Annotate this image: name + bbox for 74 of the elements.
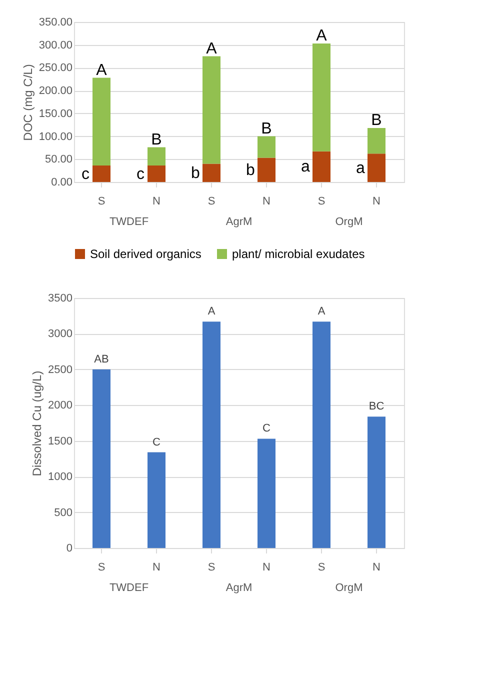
y-axis-title: DOC (mg C/L) bbox=[20, 64, 35, 141]
y-tick-label: 150.00 bbox=[38, 108, 72, 120]
data-label: A bbox=[206, 40, 218, 58]
bar bbox=[202, 56, 220, 164]
bar bbox=[148, 452, 166, 548]
text: OrgM bbox=[335, 582, 363, 594]
bar bbox=[258, 438, 276, 548]
y-tick-label: 1500 bbox=[48, 435, 72, 448]
data-label: C bbox=[152, 436, 161, 448]
x-tick-label: N bbox=[262, 562, 271, 574]
data-label: b bbox=[191, 164, 200, 182]
bar bbox=[368, 128, 386, 154]
data-label: c bbox=[82, 166, 90, 183]
y-tick-label: 100.00 bbox=[38, 130, 72, 143]
x-tick-label: S bbox=[98, 196, 106, 208]
x-tick-label: S bbox=[98, 562, 106, 574]
text: AgrM bbox=[226, 582, 252, 594]
bar bbox=[202, 322, 220, 548]
data-label: A bbox=[208, 306, 216, 318]
text: OrgM bbox=[335, 216, 363, 228]
data-label: A bbox=[316, 27, 328, 44]
y-tick-label: 0 bbox=[66, 542, 72, 554]
data-label: B bbox=[151, 131, 162, 148]
y-tick-label: 0.00 bbox=[51, 176, 72, 188]
data-label: b bbox=[246, 162, 256, 179]
data-label: A bbox=[318, 306, 326, 318]
bar bbox=[312, 322, 330, 548]
data-label: AB bbox=[94, 353, 109, 366]
y-tick-label: 350.00 bbox=[38, 16, 72, 28]
x-tick-label: S bbox=[208, 196, 216, 208]
data-label: A bbox=[96, 62, 108, 79]
bar bbox=[148, 166, 166, 182]
bar bbox=[312, 151, 330, 182]
y-tick-label: 500 bbox=[54, 506, 72, 519]
x-tick-label: N bbox=[152, 562, 161, 574]
bar bbox=[258, 158, 276, 182]
data-label: c bbox=[136, 166, 144, 183]
bar bbox=[92, 78, 110, 166]
x-tick-label: N bbox=[262, 196, 271, 208]
y-tick-label: 2500 bbox=[48, 364, 72, 376]
y-tick-label: 300.00 bbox=[38, 39, 72, 52]
data-label: B bbox=[261, 120, 272, 138]
data-label: a bbox=[301, 158, 310, 176]
data-label: B bbox=[371, 112, 382, 130]
bar bbox=[258, 136, 276, 158]
y-tick-label: 200.00 bbox=[38, 85, 72, 98]
y-tick-label: 50.00 bbox=[44, 154, 72, 166]
legend-label: Soil derived organics bbox=[90, 247, 202, 261]
x-tick-label: N bbox=[372, 196, 381, 208]
x-tick-label: S bbox=[318, 196, 326, 208]
data-label: a bbox=[356, 160, 366, 177]
bar bbox=[92, 166, 110, 182]
y-tick-label: 3500 bbox=[48, 292, 72, 304]
bar bbox=[312, 43, 330, 152]
text: AgrM bbox=[226, 216, 252, 228]
y-tick-label: 1000 bbox=[48, 471, 72, 484]
bar bbox=[92, 369, 110, 548]
x-tick-label: S bbox=[318, 562, 326, 574]
x-tick-label: N bbox=[152, 196, 161, 208]
y-tick-label: 2000 bbox=[48, 400, 72, 412]
data-label: C bbox=[262, 422, 271, 435]
x-tick-label: S bbox=[208, 562, 216, 574]
legend-label: plant/ microbial exudates bbox=[232, 247, 365, 261]
bar bbox=[368, 416, 386, 548]
y-tick-label: 3000 bbox=[48, 328, 72, 340]
bar bbox=[148, 147, 166, 166]
x-tick-label: N bbox=[372, 562, 381, 574]
bar bbox=[202, 164, 220, 182]
text: TWDEF bbox=[109, 582, 149, 594]
data-label: BC bbox=[368, 400, 384, 413]
bar bbox=[368, 154, 386, 182]
text: TWDEF bbox=[109, 216, 149, 228]
y-axis-title: Dissolved Cu (ug/L) bbox=[30, 370, 44, 476]
y-tick-label: 250.00 bbox=[38, 62, 72, 74]
